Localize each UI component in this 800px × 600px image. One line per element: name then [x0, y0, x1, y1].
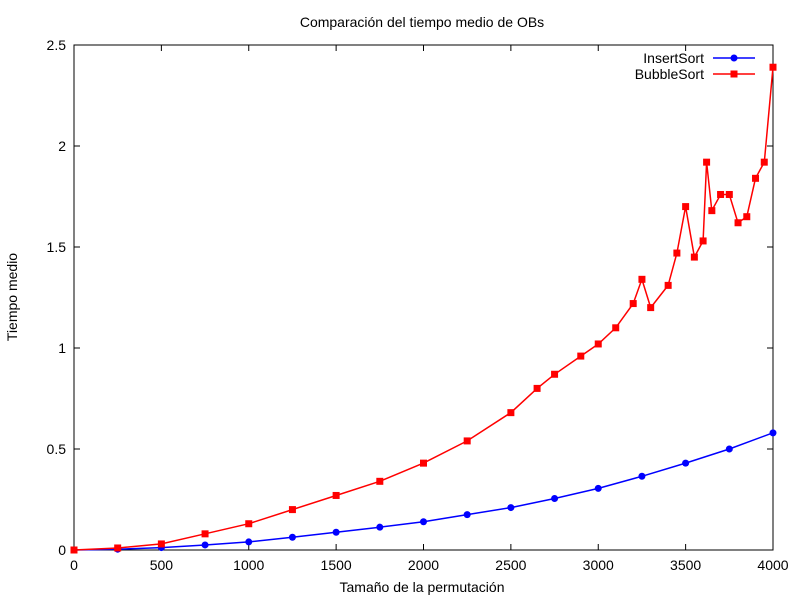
data-point-bubblesort: [647, 304, 655, 312]
data-point-bubblesort: [332, 491, 340, 499]
x-tick-label: 3500: [670, 557, 701, 573]
data-point-bubblesort: [664, 281, 672, 289]
data-point-insertsort: [376, 523, 384, 531]
data-point-bubblesort: [114, 544, 122, 552]
data-point-bubblesort: [376, 477, 384, 485]
data-point-bubblesort: [743, 213, 751, 221]
data-point-bubblesort: [638, 275, 646, 283]
data-point-bubblesort: [699, 237, 707, 245]
plot-frame: [73, 44, 774, 551]
x-tick-label: 0: [70, 557, 78, 573]
data-point-bubblesort: [70, 546, 78, 554]
x-tick-label: 2500: [495, 557, 526, 573]
data-point-bubblesort: [533, 384, 541, 392]
x-tick-label: 1500: [321, 557, 352, 573]
y-tick-label: 0.5: [47, 441, 67, 457]
data-point-insertsort: [332, 528, 340, 536]
y-tick-label: 2.5: [47, 37, 67, 53]
data-point-bubblesort: [717, 190, 725, 198]
legend-label-bubblesort: BubbleSort: [635, 66, 704, 82]
series-layer: [70, 63, 777, 554]
x-tick-label: 3000: [583, 557, 614, 573]
data-point-bubblesort: [594, 340, 602, 348]
data-point-bubblesort: [629, 300, 637, 308]
x-tick-label: 500: [150, 557, 174, 573]
legend-marker-insertsort: [730, 54, 738, 62]
x-tick-label: 1000: [233, 557, 264, 573]
data-point-insertsort: [245, 538, 253, 546]
data-point-bubblesort: [682, 203, 690, 211]
y-tick-label: 1.5: [47, 239, 67, 255]
legend-marker-bubblesort: [730, 70, 738, 78]
data-point-bubblesort: [577, 352, 585, 360]
data-point-bubblesort: [690, 253, 698, 261]
data-point-insertsort: [725, 445, 733, 453]
y-tick-label: 0: [58, 542, 66, 558]
data-point-bubblesort: [725, 190, 733, 198]
data-point-insertsort: [682, 459, 690, 467]
data-point-bubblesort: [769, 63, 777, 71]
data-point-bubblesort: [612, 324, 620, 332]
data-point-bubblesort: [551, 370, 559, 378]
data-point-bubblesort: [157, 540, 165, 548]
data-point-bubblesort: [288, 506, 296, 514]
data-point-insertsort: [507, 504, 515, 512]
x-tick-label: 4000: [757, 557, 788, 573]
data-point-insertsort: [420, 518, 427, 526]
data-point-bubblesort: [734, 219, 742, 227]
series-line-bubblesort: [73, 67, 774, 551]
axes: 0 500 1000 1500 2000 2500 3000 3500 4000 0 0.5 1 1.5…: [47, 37, 789, 573]
data-point-bubblesort: [673, 249, 681, 257]
data-point-bubblesort: [703, 158, 711, 166]
legend-label-insertsort: InsertSort: [643, 50, 704, 66]
x-axis-label: Tamaño de la permutación: [340, 579, 505, 595]
data-point-bubblesort: [752, 174, 760, 182]
data-point-bubblesort: [760, 158, 768, 166]
data-point-insertsort: [769, 429, 777, 437]
y-axis-label: Tiempo medio: [4, 253, 20, 341]
data-point-bubblesort: [708, 207, 716, 215]
data-point-bubblesort: [507, 409, 515, 417]
y-tick-label: 2: [58, 138, 66, 154]
x-tick-label: 2000: [408, 557, 439, 573]
data-point-insertsort: [463, 511, 471, 519]
data-point-bubblesort: [201, 530, 209, 538]
data-point-insertsort: [288, 533, 296, 541]
data-point-insertsort: [201, 541, 209, 549]
data-point-insertsort: [638, 472, 646, 480]
data-point-bubblesort: [245, 520, 253, 528]
data-point-insertsort: [551, 494, 559, 502]
data-point-bubblesort: [463, 437, 471, 445]
data-point-bubblesort: [420, 459, 427, 467]
data-point-insertsort: [594, 484, 602, 492]
chart-title: Comparación del tiempo medio de OBs: [300, 14, 544, 30]
series-line-insertsort: [73, 432, 774, 551]
y-tick-label: 1: [58, 340, 66, 356]
